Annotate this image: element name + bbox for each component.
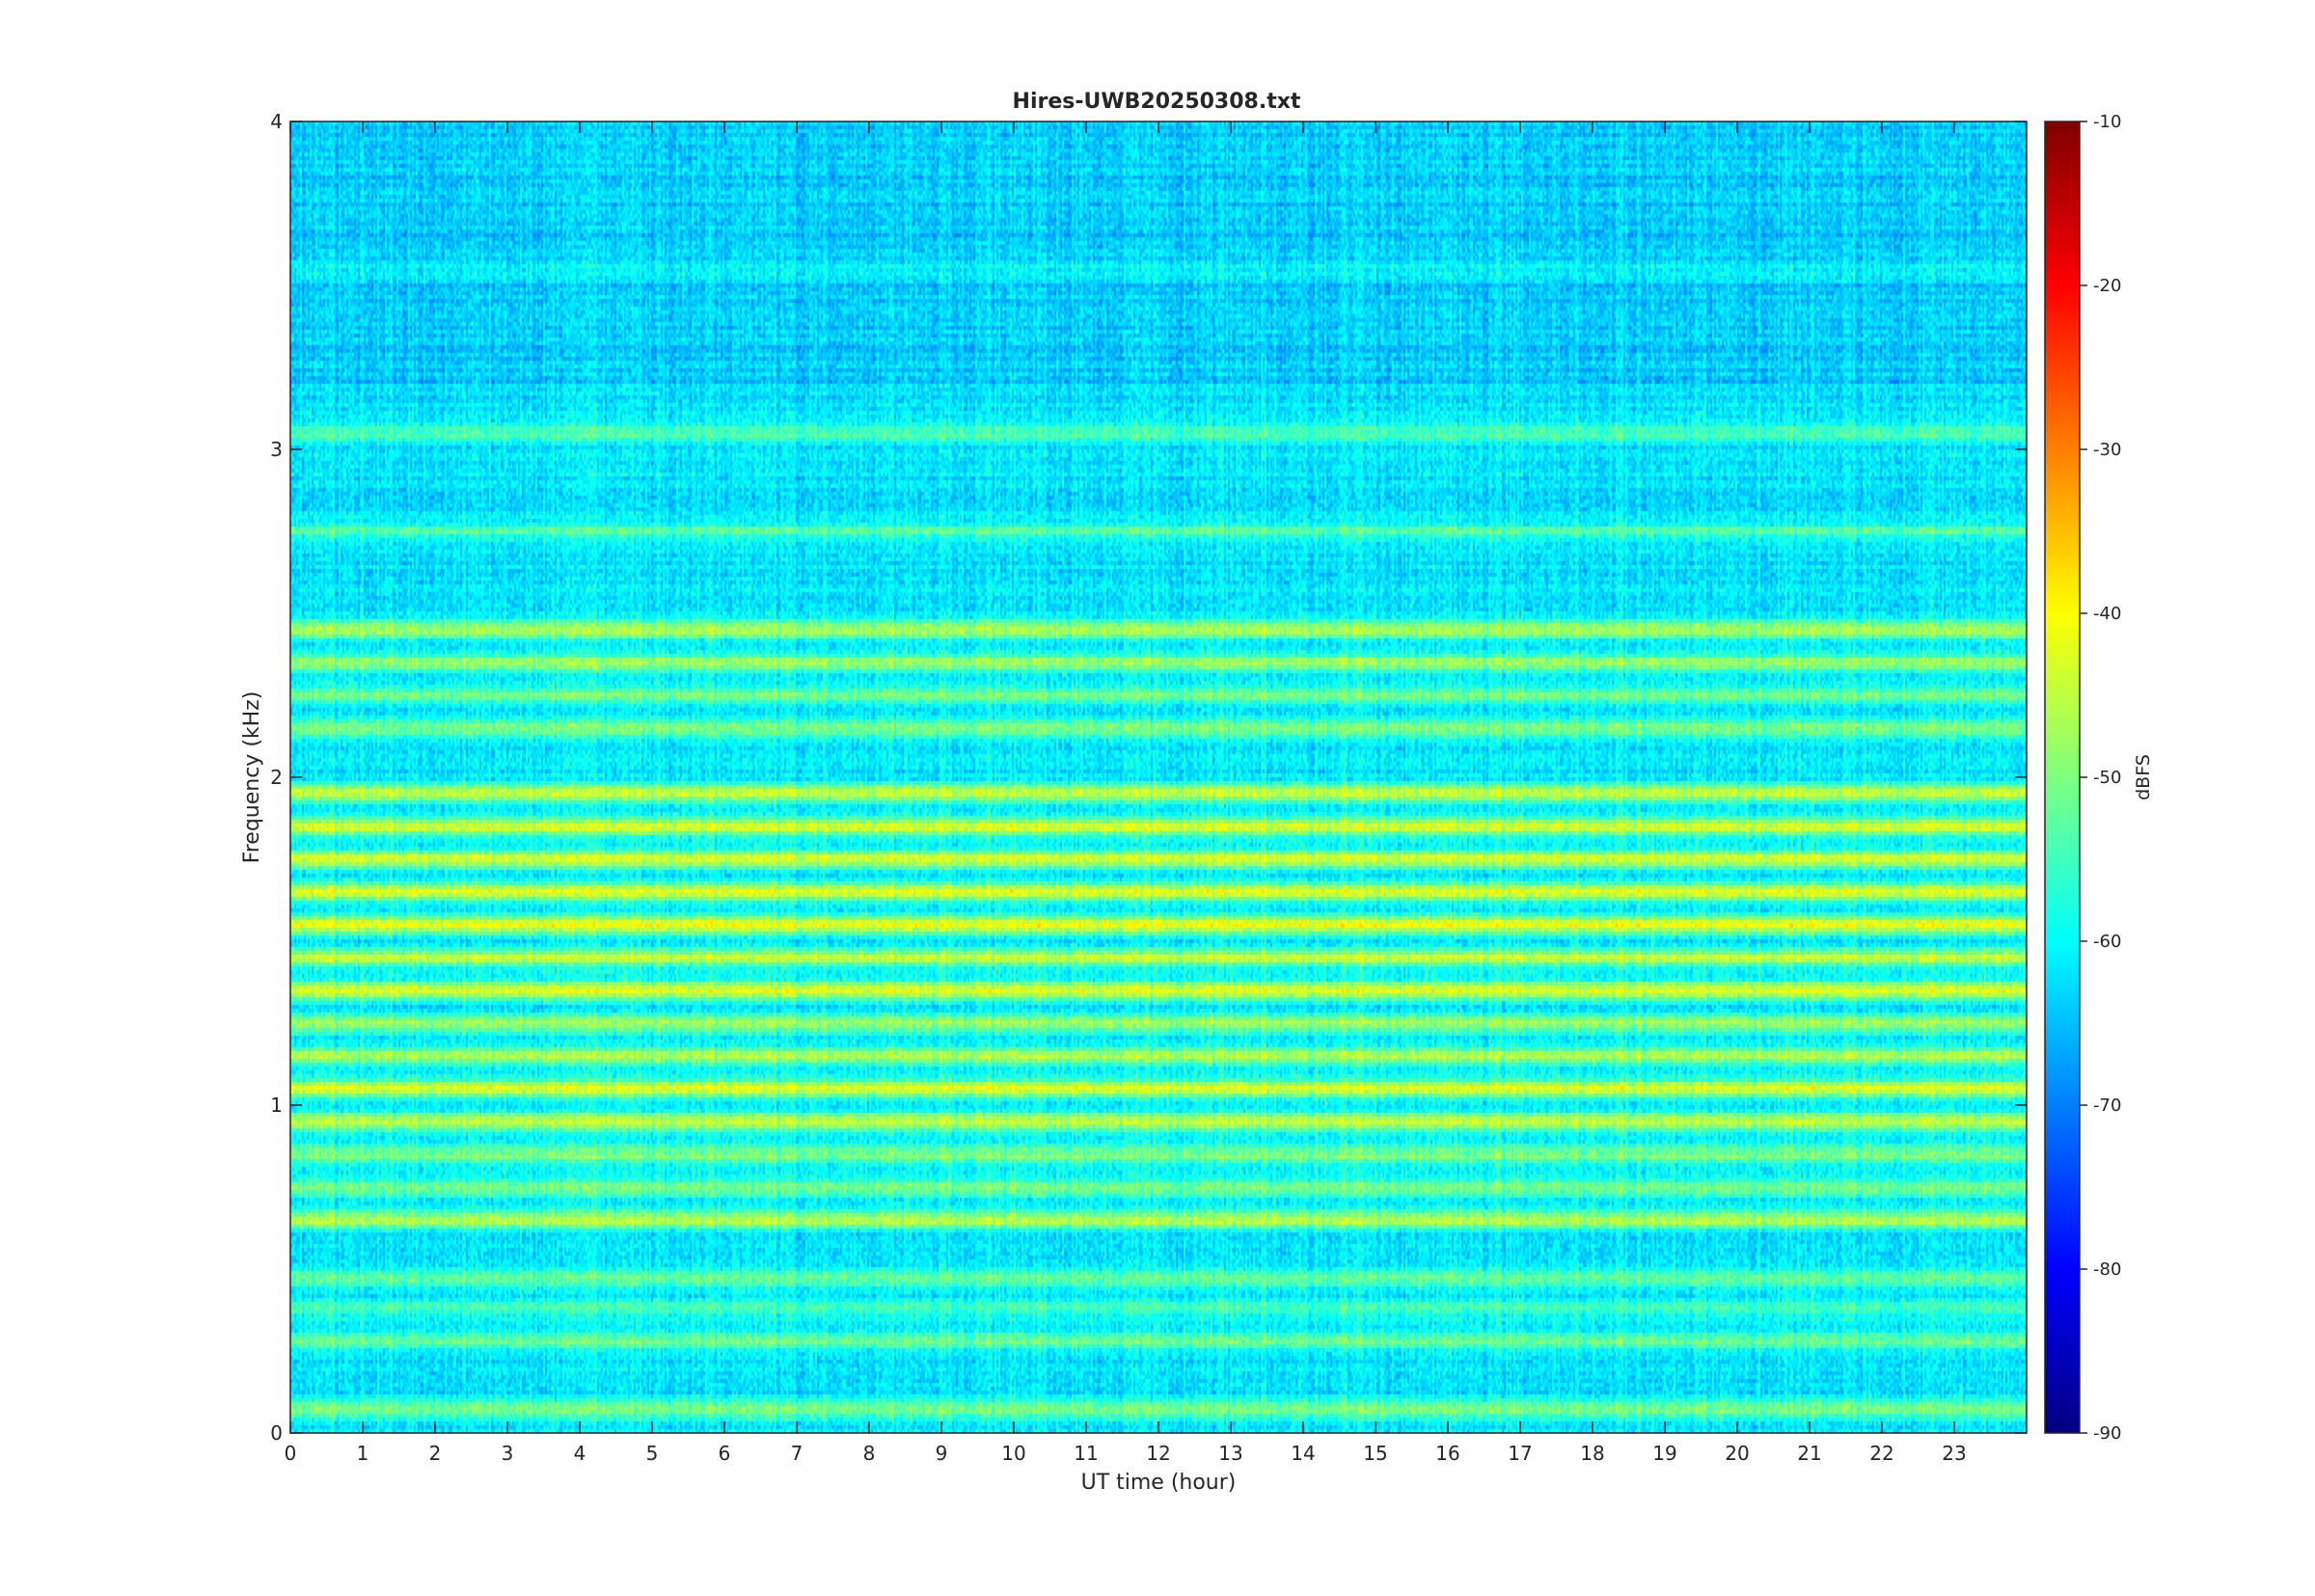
y-tick-label: 1 — [270, 1094, 283, 1117]
colorbar-axis: -10 -20 -30 -40 -50 -60 -70 -80 -90 — [2080, 112, 2121, 1444]
x-tick-label: 7 — [791, 1442, 803, 1465]
colorbar-tick-label: -60 — [2093, 932, 2121, 952]
colorbar-tick-label: -70 — [2093, 1096, 2121, 1116]
x-tick-label: 14 — [1291, 1442, 1315, 1465]
x-tick-label: 18 — [1580, 1442, 1604, 1465]
y-tick-label: 4 — [270, 110, 283, 133]
x-tick-label: 2 — [429, 1442, 442, 1465]
y-axis-label: Frequency (kHz) — [240, 691, 264, 864]
x-tick-label: 19 — [1652, 1442, 1676, 1465]
x-tick-label: 4 — [574, 1442, 586, 1465]
colorbar-label: dBFS — [2133, 754, 2154, 800]
x-tick-label: 12 — [1146, 1442, 1170, 1465]
colorbar-tick-label: -90 — [2093, 1423, 2121, 1444]
x-axis: 0 1 2 3 4 5 6 7 8 9 10 11 12 13 14 15 16 17 18 19 20 21 22 23 — [285, 122, 1967, 1465]
x-tick-label: 23 — [1942, 1442, 1966, 1465]
x-tick-label: 16 — [1435, 1442, 1459, 1465]
x-axis-label: UT time (hour) — [1081, 1471, 1237, 1495]
y-tick-label: 3 — [270, 438, 283, 461]
x-tick-label: 3 — [502, 1442, 514, 1465]
spectrogram-plot-area — [290, 122, 2027, 1433]
x-tick-label: 11 — [1074, 1442, 1098, 1465]
colorbar — [2045, 122, 2080, 1433]
x-tick-label: 15 — [1363, 1442, 1387, 1465]
y-axis: 0 1 2 3 4 — [270, 110, 2027, 1445]
colorbar-tick-label: -10 — [2093, 112, 2121, 132]
colorbar-tick-label: -50 — [2093, 768, 2121, 788]
x-tick-label: 1 — [357, 1442, 369, 1465]
colorbar-tick-label: -20 — [2093, 276, 2121, 296]
chart-title: Hires-UWB20250308.txt — [1013, 90, 1301, 114]
y-tick-label: 2 — [270, 766, 283, 789]
x-tick-label: 22 — [1869, 1442, 1893, 1465]
x-tick-label: 9 — [936, 1442, 948, 1465]
x-tick-label: 6 — [719, 1442, 731, 1465]
colorbar-tick-label: -80 — [2093, 1259, 2121, 1280]
x-tick-label: 5 — [646, 1442, 659, 1465]
x-tick-label: 0 — [285, 1442, 297, 1465]
x-tick-label: 20 — [1725, 1442, 1749, 1465]
x-tick-label: 13 — [1218, 1442, 1242, 1465]
y-tick-label: 0 — [270, 1421, 283, 1445]
x-tick-label: 10 — [1001, 1442, 1025, 1465]
x-tick-label: 8 — [863, 1442, 876, 1465]
x-tick-label: 21 — [1797, 1442, 1821, 1465]
colorbar-tick-label: -30 — [2093, 440, 2121, 460]
x-tick-label: 17 — [1508, 1442, 1532, 1465]
colorbar-tick-label: -40 — [2093, 604, 2121, 624]
